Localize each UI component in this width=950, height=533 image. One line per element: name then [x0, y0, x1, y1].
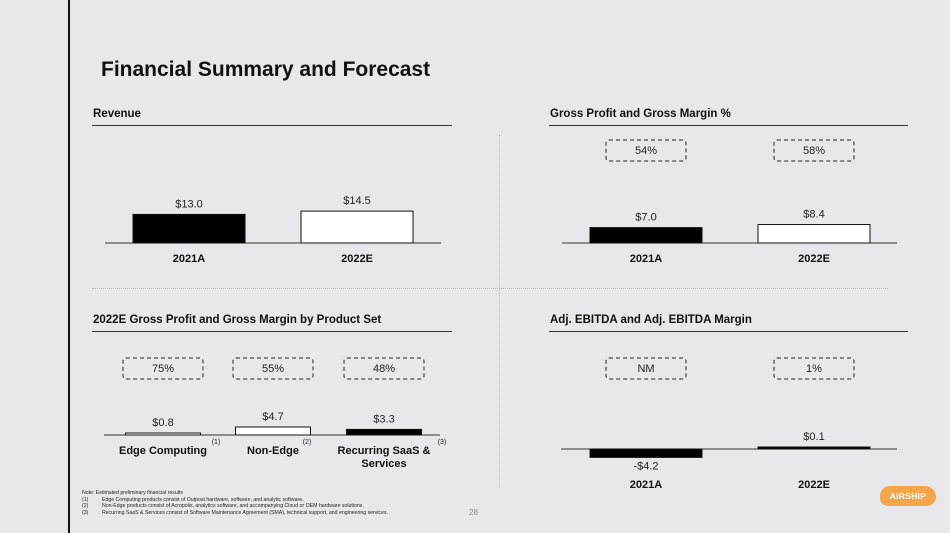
margin-badge: [605, 357, 687, 380]
value-label: $0.8: [152, 417, 173, 429]
bar: [125, 432, 201, 436]
bar: [589, 227, 703, 244]
horizontal-dotted-divider: [92, 288, 888, 289]
category-label: 2022E: [341, 253, 373, 265]
airship-logo-text: AIRSHIP: [889, 491, 927, 501]
value-label: $0.1: [803, 431, 824, 443]
category-label: 2021A: [630, 253, 662, 265]
footnote-note: Note: Estimated preliminary financial re…: [82, 490, 183, 496]
category-label: 2022E: [798, 479, 830, 491]
bar: [589, 448, 703, 458]
page-number: 28: [469, 508, 478, 517]
revenue-section-rule: [92, 125, 452, 126]
bar: [235, 426, 311, 436]
value-label: $13.0: [175, 198, 203, 210]
product-set-section-rule: [92, 331, 452, 332]
footnote-marker: (3): [438, 439, 447, 446]
footnote-marker: (1): [212, 439, 221, 446]
page-title: Financial Summary and Forecast: [101, 58, 431, 81]
margin-badge: [773, 139, 855, 162]
footnote-3: (3) Recurring SaaS & Services consist of …: [82, 509, 389, 516]
footnote-1: (1) Edge Computing products consist of Ou…: [82, 496, 304, 503]
margin-label: 48%: [373, 363, 395, 375]
category-label: Edge Computing: [119, 445, 207, 457]
margin-label: NM: [637, 363, 654, 375]
margin-label: 58%: [803, 145, 825, 157]
category-label: 2021A: [173, 253, 205, 265]
margin-badge: [773, 357, 855, 380]
category-label: Services: [361, 458, 406, 470]
category-label: Recurring SaaS &: [338, 445, 431, 457]
category-label: 2022E: [798, 253, 830, 265]
airship-logo: AIRSHIP: [880, 486, 936, 508]
bar: [300, 210, 414, 244]
footnotes: Note: Estimated preliminary financial re…: [82, 490, 388, 516]
value-label: $3.3: [373, 413, 394, 425]
bar: [757, 446, 871, 450]
margin-badge: [122, 357, 204, 380]
category-label: 2021A: [630, 479, 662, 491]
bar: [346, 428, 422, 436]
revenue-section-title: Revenue: [93, 108, 141, 120]
margin-label: 75%: [152, 363, 174, 375]
footnote-2: (2) Non-Edge products consist of Acropoli…: [82, 503, 364, 510]
category-label: Non-Edge: [247, 445, 299, 457]
margin-badge: [343, 357, 425, 380]
gross-profit-section-title: Gross Profit and Gross Margin %: [550, 108, 731, 120]
margin-label: 55%: [262, 363, 284, 375]
margin-badge: [605, 139, 687, 162]
value-label: $8.4: [803, 209, 824, 221]
left-vertical-rule: [68, 0, 70, 533]
gross-profit-section-rule: [549, 125, 908, 126]
bar: [132, 213, 246, 244]
value-label: $4.7: [262, 411, 283, 423]
value-label: -$4.2: [633, 460, 658, 472]
ebitda-section-title: Adj. EBITDA and Adj. EBITDA Margin: [550, 314, 752, 326]
margin-label: 54%: [635, 145, 657, 157]
ebitda-section-rule: [549, 331, 908, 332]
value-label: $14.5: [343, 195, 371, 207]
footnote-marker: (2): [303, 439, 312, 446]
airship-logo-shape: [880, 486, 936, 506]
vertical-dotted-divider: [499, 135, 500, 488]
product-set-section-title: 2022E Gross Profit and Gross Margin by P…: [93, 314, 382, 326]
bar: [757, 224, 871, 244]
value-label: $7.0: [635, 212, 656, 224]
margin-badge: [232, 357, 314, 380]
margin-label: 1%: [806, 363, 822, 375]
